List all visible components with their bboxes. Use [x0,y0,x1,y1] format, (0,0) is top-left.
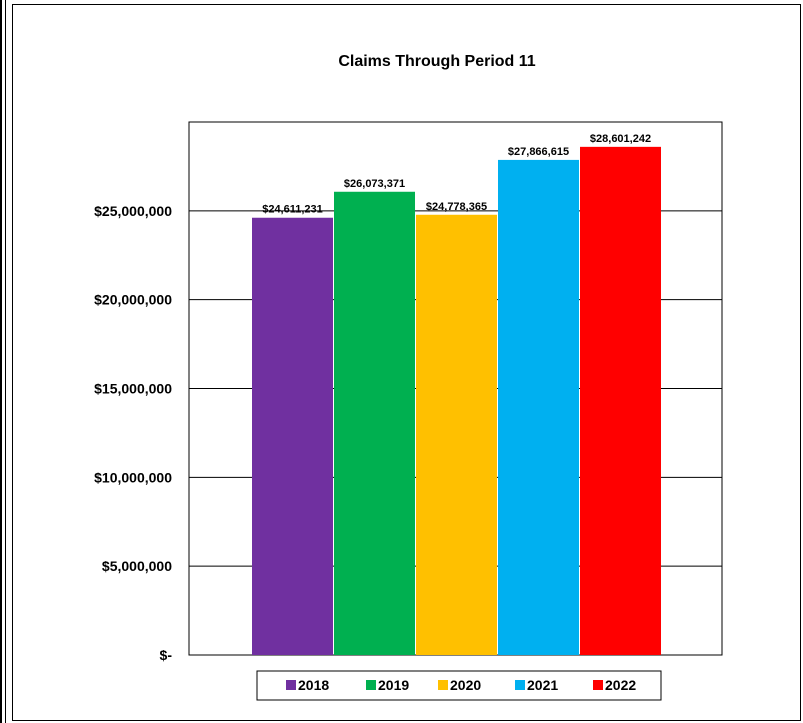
legend-label-2019: 2019 [378,677,409,693]
data-label-2021: $27,866,615 [508,146,569,158]
legend-label-2022: 2022 [605,677,636,693]
data-label-2022: $28,601,242 [590,133,651,145]
data-label-2020: $24,778,365 [426,201,487,213]
bar-2020 [416,214,497,655]
y-tick-label: $10,000,000 [94,469,172,485]
legend-label-2018: 2018 [298,677,329,693]
y-tick-label: $25,000,000 [94,203,172,219]
legend-swatch-2021 [515,680,525,690]
bar-2021 [498,159,579,655]
legend-label-2020: 2020 [450,677,481,693]
page-border-left [0,0,2,723]
y-axis-ticks: $- $5,000,000 $10,000,000 $15,000,000 $20,00… [94,203,172,663]
bars [252,146,661,656]
chart-title: Claims Through Period 11 [338,53,535,70]
data-labels: $24,611,231 $26,073,371 $24,778,365 $27,866… [262,133,651,216]
legend-label-2021: 2021 [527,677,558,693]
legend: 2018 2019 2020 2021 2022 [256,670,662,701]
legend-swatch-2022 [593,680,603,690]
y-tick-label: $15,000,000 [94,381,172,397]
page-border-left-inner [5,0,6,723]
y-tick-label: $20,000,000 [94,292,172,308]
legend-swatch-2018 [286,680,296,690]
bar-2018 [252,217,333,655]
data-label-2018: $24,611,231 [262,204,323,216]
data-label-2019: $26,073,371 [344,178,405,190]
bar-2022 [580,146,661,656]
legend-swatch-2019 [366,680,376,690]
y-tick-label: $5,000,000 [102,558,172,574]
legend-swatch-2020 [438,680,448,690]
y-tick-label: $- [160,647,173,663]
bar-2019 [334,191,415,655]
